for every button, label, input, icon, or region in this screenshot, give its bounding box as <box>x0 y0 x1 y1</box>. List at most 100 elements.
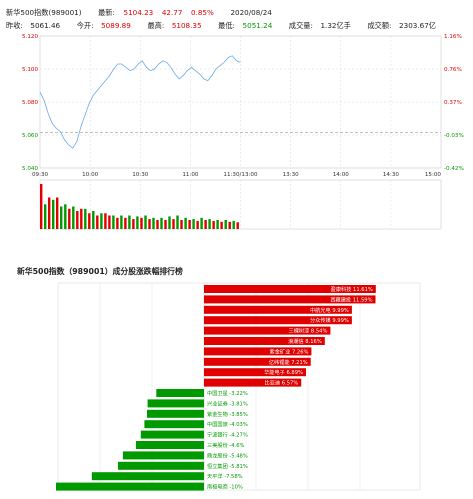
prev-close-value: 5061.46 <box>30 21 61 30</box>
loser-label: 南极电商 -10% <box>207 483 243 491</box>
date-value: 2020/08/24 <box>230 8 272 17</box>
loser-label: 天平洋 -7.58% <box>207 472 243 480</box>
low-label: 最低: <box>218 21 235 30</box>
x-tick-label: 13:30 <box>283 172 300 178</box>
volume-bar <box>160 217 163 230</box>
volume-bar <box>180 220 183 229</box>
loser-label: 鼎龙股份 -5.48% <box>207 451 248 459</box>
y-tick-label-left: 5.120 <box>22 34 38 40</box>
gainer-bar <box>204 347 312 356</box>
volume-bar <box>136 216 139 229</box>
low-value: 5051.24 <box>242 21 273 30</box>
index-name: 新华500指数(989001) <box>6 8 82 17</box>
volume-bar <box>228 221 231 229</box>
open-label: 今开: <box>76 21 94 30</box>
x-tick-label: 15:00 <box>425 172 442 178</box>
volume-bar <box>104 213 107 229</box>
loser-label: 中国国旅 -4.03% <box>207 420 248 428</box>
change-value: 42.77 <box>161 8 183 17</box>
volume-bar <box>152 217 155 230</box>
volume-bar <box>140 217 143 230</box>
y-tick-label-right: 0.76% <box>444 67 462 73</box>
volume-bar <box>144 215 147 229</box>
gainer-bar <box>204 368 306 377</box>
volume-bar <box>168 216 171 229</box>
volume-bar <box>88 213 91 229</box>
volume-bar <box>208 219 211 229</box>
gainer-label: 分众传媒 9.99% <box>310 316 349 324</box>
loser-bar <box>122 451 204 460</box>
latest-value: 5104.23 <box>123 8 154 17</box>
loser-label: 紫金生物 -3.85% <box>207 410 248 418</box>
volume-bar <box>224 220 227 229</box>
loser-bar <box>118 461 204 470</box>
loser-label: 兴业证券 -3.81% <box>207 399 248 407</box>
quote-header-row-2: 昨收: 5061.46 今开: 5089.89 最高: 5108.35 最低: … <box>6 20 436 32</box>
gainer-label: 浪潮信 8.16% <box>288 337 322 345</box>
volume-bar <box>44 204 47 230</box>
gainer-label: 亿纬锂能 7.21% <box>269 358 308 366</box>
volume-bar <box>176 215 179 229</box>
open-value: 5089.89 <box>101 21 131 30</box>
gainer-label: 三棵树漆 8.54% <box>289 327 328 335</box>
gainer-label: 比亚迪 6.57% <box>265 379 299 387</box>
loser-bar <box>144 420 204 429</box>
loser-bar <box>135 441 204 449</box>
x-tick-label: 11:00 <box>182 172 199 178</box>
gainer-bar <box>204 378 302 387</box>
ranking-frame <box>57 282 421 491</box>
price-line <box>39 55 241 149</box>
y-tick-label-right: -0.03% <box>444 133 464 139</box>
volume-bar <box>72 206 75 229</box>
loser-bar <box>140 430 204 439</box>
y-tick-label-left: 5.100 <box>22 67 38 73</box>
loser-label: 中国卫星 -3.22% <box>207 389 248 397</box>
volume-bar <box>232 220 235 229</box>
prev-close-label: 昨收: <box>6 21 23 30</box>
volume-bar <box>156 220 159 229</box>
volume-bar <box>148 219 151 229</box>
volume-bar <box>188 220 191 229</box>
gainer-bar <box>204 357 311 366</box>
volume-bar <box>96 215 99 229</box>
volume-bar <box>204 220 207 229</box>
change-pct-value: 0.85% <box>191 8 214 17</box>
y-tick-label-right: 1.16% <box>444 34 462 40</box>
volume-bar <box>124 217 127 230</box>
amount-label: 成交额: <box>367 21 392 30</box>
gainer-label: 西藏建投 11.59% <box>330 295 372 303</box>
volume-bar <box>56 197 59 229</box>
x-tick-label: 10:30 <box>132 172 149 178</box>
high-label: 最高: <box>147 21 165 30</box>
gainer-bar <box>204 285 376 293</box>
gainer-bar <box>204 316 352 325</box>
gainer-bar <box>204 326 331 335</box>
volume-bar <box>116 217 119 230</box>
volume-bar <box>112 215 115 229</box>
y-tick-label-left: 5.080 <box>22 100 38 106</box>
volume-bar <box>60 206 63 229</box>
volume-value: 1.32亿手 <box>320 21 351 30</box>
volume-bar <box>100 213 103 229</box>
x-tick-label: 14:00 <box>333 172 350 178</box>
volume-bar <box>192 219 195 229</box>
volume-bar <box>52 199 55 230</box>
gainer-label: 华能电子 6.89% <box>264 368 303 376</box>
volume-bar <box>216 220 219 229</box>
volume-bar <box>236 222 239 230</box>
volume-bar <box>48 197 51 229</box>
volume-bar <box>64 204 67 230</box>
volume-bar <box>172 219 175 229</box>
x-tick-label: 11:30/13:00 <box>223 172 258 178</box>
intraday-chart: 5.120 1.16% 5.100 0.76% 5.080 0.37% 5.060 -0.03… <box>22 34 464 230</box>
volume-bar <box>220 221 223 229</box>
volume-bar <box>80 208 83 230</box>
volume-bar <box>196 220 199 229</box>
x-tick-label: 09:30 <box>32 172 49 178</box>
gainer-bar <box>204 295 376 304</box>
loser-bar <box>56 482 204 491</box>
volume-bar <box>68 208 71 230</box>
loser-bar <box>156 389 204 397</box>
volume-bar <box>120 215 123 229</box>
